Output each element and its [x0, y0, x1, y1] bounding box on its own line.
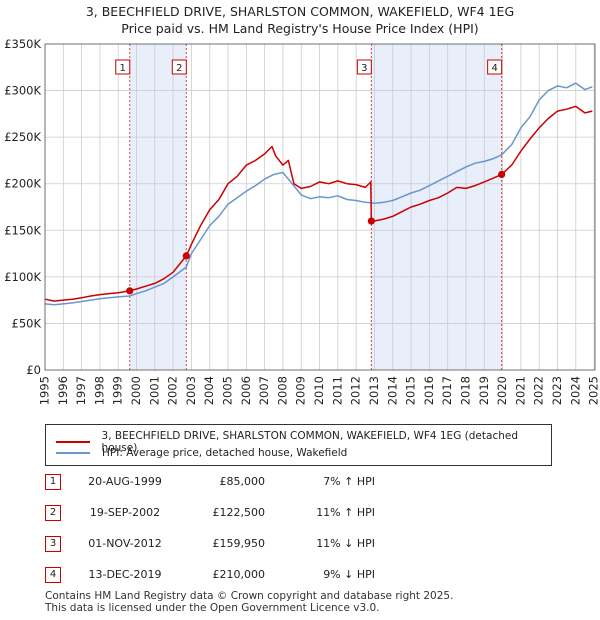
y-tick-label: £50K	[12, 316, 42, 330]
x-tick-label: 2005	[221, 376, 235, 405]
x-tick-label: 1998	[92, 376, 106, 405]
x-tick-label: 2023	[550, 376, 564, 405]
sale-number-label-4: 4	[491, 63, 497, 74]
hpi-line	[44, 82, 593, 306]
sale-number-badge: 1	[45, 474, 61, 490]
x-tick-label: 2017	[440, 376, 454, 405]
x-tick-label: 2007	[257, 376, 271, 405]
x-tick-label: 2018	[458, 376, 472, 405]
property-price-line	[44, 105, 593, 302]
x-tick-label: 2002	[166, 376, 180, 405]
x-tick-label: 2004	[202, 376, 216, 405]
x-tick-label: 2022	[532, 376, 546, 405]
legend-swatch-property	[56, 441, 90, 443]
plot-area	[45, 44, 595, 370]
sale-number-badge: 3	[45, 536, 61, 552]
x-tick-label: 2020	[495, 376, 509, 405]
x-tick-label: 2009	[294, 376, 308, 405]
sale-date: 01-NOV-2012	[88, 537, 162, 550]
sale-price: £122,500	[212, 506, 266, 519]
sale-hpi-diff: 11% ↑ HPI	[316, 506, 375, 519]
x-tick-label: 2019	[477, 376, 491, 405]
sale-row: 2 19-SEP-2002 £122,500 11% ↑ HPI	[45, 505, 565, 521]
y-tick-label: £200K	[4, 177, 41, 191]
price-chart: £0 £50K £100K £150K £200K £250K £300K £350K 1995…	[4, 37, 600, 405]
sale-point-2	[182, 252, 190, 260]
x-tick-label: 2015	[404, 376, 418, 405]
chart-title-subtitle: Price paid vs. HM Land Registry's House …	[121, 21, 479, 36]
x-tick-label: 2021	[513, 376, 527, 405]
sale-date: 19-SEP-2002	[89, 506, 161, 519]
sale-number-label-2: 2	[176, 63, 182, 74]
ownership-period-shade-2	[371, 44, 502, 370]
sale-price: £210,000	[212, 568, 266, 581]
legend-label-property: 3, BEECHFIELD DRIVE, SHARLSTON COMMON, W…	[101, 430, 518, 454]
sale-row: 1 20-AUG-1999 £85,000 7% ↑ HPI	[45, 474, 565, 490]
sale-number-box-3	[356, 59, 372, 75]
sale-number-label-1: 1	[120, 63, 126, 74]
x-tick-label: 1995	[38, 376, 52, 405]
sale-date: 20-AUG-1999	[88, 475, 162, 488]
sale-number-box-1	[115, 59, 131, 75]
sale-hpi-diff: 9% ↓ HPI	[323, 568, 375, 581]
sale-number-label-3: 3	[361, 63, 367, 74]
sale-date: 13-DEC-2019	[88, 568, 162, 581]
x-tick-label: 2011	[330, 376, 344, 405]
sale-number-box-4	[487, 59, 503, 75]
footer-license: This data is licensed under the Open Gov…	[45, 602, 380, 614]
y-tick-label: £250K	[4, 130, 41, 144]
y-tick-label: £350K	[4, 37, 41, 51]
x-tick-label: 2024	[568, 376, 582, 405]
x-tick-label: 2013	[367, 376, 381, 405]
x-tick-label: 2008	[275, 376, 289, 405]
sale-number-badge: 2	[45, 505, 61, 521]
x-tick-label: 2010	[312, 376, 326, 405]
chart-legend: 3, BEECHFIELD DRIVE, SHARLSTON COMMON, W…	[45, 424, 552, 466]
sale-point-1	[126, 287, 134, 295]
sale-hpi-diff: 7% ↑ HPI	[323, 475, 375, 488]
sale-row: 4 13-DEC-2019 £210,000 9% ↓ HPI	[45, 567, 565, 583]
legend-item-property: 3, BEECHFIELD DRIVE, SHARLSTON COMMON, W…	[56, 430, 551, 454]
legend-label-hpi: HPI: Average price, detached house, Wake…	[102, 447, 348, 459]
x-tick-label: 2001	[147, 376, 161, 405]
sale-point-3	[367, 217, 375, 225]
legend-item-hpi: HPI: Average price, detached house, Wake…	[56, 447, 347, 459]
sale-hpi-diff: 11% ↓ HPI	[316, 537, 375, 550]
sale-row: 3 01-NOV-2012 £159,950 11% ↓ HPI	[45, 536, 565, 552]
plot-frame	[44, 43, 596, 371]
y-tick-label: £100K	[4, 270, 41, 284]
y-tick-label: £300K	[4, 84, 41, 98]
x-tick-label: 2000	[129, 376, 143, 405]
chart-title-address: 3, BEECHFIELD DRIVE, SHARLSTON COMMON, W…	[85, 4, 515, 19]
sale-number-box-2	[171, 59, 187, 75]
x-tick-label: 2006	[239, 376, 253, 405]
sale-number-badge: 4	[45, 567, 61, 583]
y-tick-label: £150K	[4, 223, 41, 237]
x-tick-label: 2014	[385, 376, 399, 405]
x-tick-label: 2012	[349, 376, 363, 405]
sale-price: £159,950	[212, 537, 266, 550]
sale-point-4	[498, 170, 506, 178]
sale-price: £85,000	[219, 475, 266, 488]
x-tick-label: 2003	[184, 376, 198, 405]
x-tick-label: 2025	[587, 376, 600, 405]
ownership-period-shade-1	[129, 44, 187, 370]
footer-copyright: Contains HM Land Registry data © Crown c…	[45, 590, 454, 602]
x-tick-label: 2016	[422, 376, 436, 405]
x-tick-label: 1999	[111, 376, 125, 405]
legend-swatch-hpi	[56, 452, 90, 454]
x-tick-label: 1997	[74, 376, 88, 405]
y-tick-label: £0	[26, 363, 41, 377]
x-tick-label: 1996	[56, 376, 70, 405]
